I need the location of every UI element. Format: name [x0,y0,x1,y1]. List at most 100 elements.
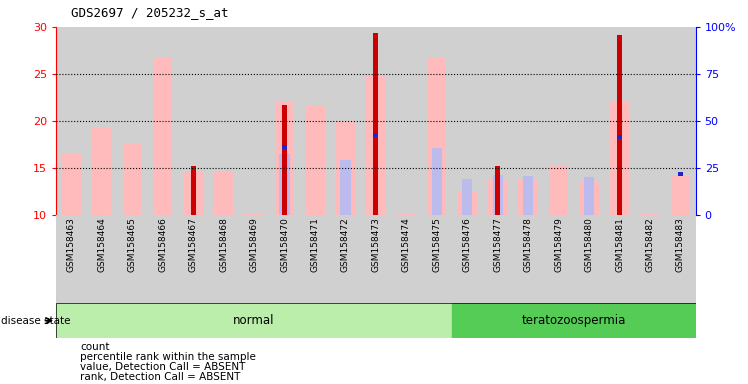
Bar [214,171,233,215]
Bar [178,27,209,215]
Text: teratozoospermia: teratozoospermia [521,314,626,327]
Text: GSM158470: GSM158470 [280,217,289,272]
Bar [209,27,239,215]
Bar [117,215,147,303]
Bar [580,182,598,215]
Text: GSM158464: GSM158464 [97,217,106,271]
Bar [523,175,533,215]
Text: percentile rank within the sample: percentile rank within the sample [80,352,256,362]
Bar [617,135,622,139]
Bar [452,27,482,215]
Text: disease state: disease state [1,316,71,326]
Bar [391,215,422,303]
Bar [305,105,325,215]
Text: GSM158478: GSM158478 [524,217,533,272]
Bar [549,166,568,215]
Bar [209,215,239,303]
Bar [604,27,635,215]
Bar [147,27,178,215]
Bar [147,215,178,303]
Bar [269,27,300,215]
Bar [610,102,629,215]
Bar [245,213,264,215]
Bar [300,27,330,215]
Bar [391,27,422,215]
Bar [61,154,81,215]
Bar [422,215,452,303]
Bar [635,27,665,215]
Bar [665,27,696,215]
Text: GSM158479: GSM158479 [554,217,563,272]
Bar [279,154,289,215]
Bar [518,179,538,215]
Bar [282,105,287,215]
Bar [617,35,622,215]
Bar [361,27,391,215]
Text: normal: normal [233,314,275,327]
Bar [458,192,477,215]
Text: GDS2697 / 205232_s_at: GDS2697 / 205232_s_at [71,6,229,19]
Text: GSM158475: GSM158475 [432,217,441,272]
Bar [87,215,117,303]
Bar [56,27,87,215]
Bar [665,215,696,303]
Bar [373,133,378,137]
Bar [513,27,543,215]
Text: GSM158466: GSM158466 [158,217,168,272]
Text: GSM158467: GSM158467 [188,217,197,272]
Text: rank, Detection Call = ABSENT: rank, Detection Call = ABSENT [80,372,240,382]
Bar [574,215,604,303]
Bar [488,179,507,215]
Text: GSM158476: GSM158476 [463,217,472,272]
Bar [56,303,452,338]
Text: GSM158473: GSM158473 [371,217,381,272]
Text: GSM158474: GSM158474 [402,217,411,271]
Bar [574,27,604,215]
Bar [92,127,111,215]
Bar [482,215,513,303]
Bar [462,179,473,215]
Bar [584,177,594,215]
Text: GSM158480: GSM158480 [584,217,594,272]
Text: GSM158469: GSM158469 [250,217,259,272]
Bar [330,27,361,215]
Text: GSM158477: GSM158477 [493,217,502,272]
Bar [452,303,696,338]
Bar [492,175,503,215]
Bar [117,27,147,215]
Bar [87,27,117,215]
Bar [269,215,300,303]
Bar [482,27,513,215]
Text: GSM158468: GSM158468 [219,217,228,272]
Text: count: count [80,342,109,352]
Bar [513,215,543,303]
Bar [183,171,203,215]
Text: GSM158482: GSM158482 [646,217,654,271]
Bar [56,215,87,303]
Bar [640,213,660,215]
Bar [367,76,385,215]
Bar [178,215,209,303]
Bar [452,215,482,303]
Bar [239,27,269,215]
Bar [396,213,416,215]
Bar [427,58,447,215]
Text: GSM158472: GSM158472 [341,217,350,271]
Bar [495,166,500,215]
Text: GSM158465: GSM158465 [128,217,137,272]
Text: GSM158483: GSM158483 [676,217,685,272]
Text: value, Detection Call = ABSENT: value, Detection Call = ABSENT [80,362,245,372]
Text: GSM158481: GSM158481 [615,217,624,272]
Text: GSM158471: GSM158471 [310,217,319,272]
Bar [604,215,635,303]
Text: GSM158463: GSM158463 [67,217,76,272]
Bar [282,146,287,149]
Bar [300,215,330,303]
Bar [336,121,355,215]
Bar [373,33,378,215]
Bar [543,27,574,215]
Bar [239,215,269,303]
Bar [422,27,452,215]
Bar [671,175,690,215]
Bar [123,142,142,215]
